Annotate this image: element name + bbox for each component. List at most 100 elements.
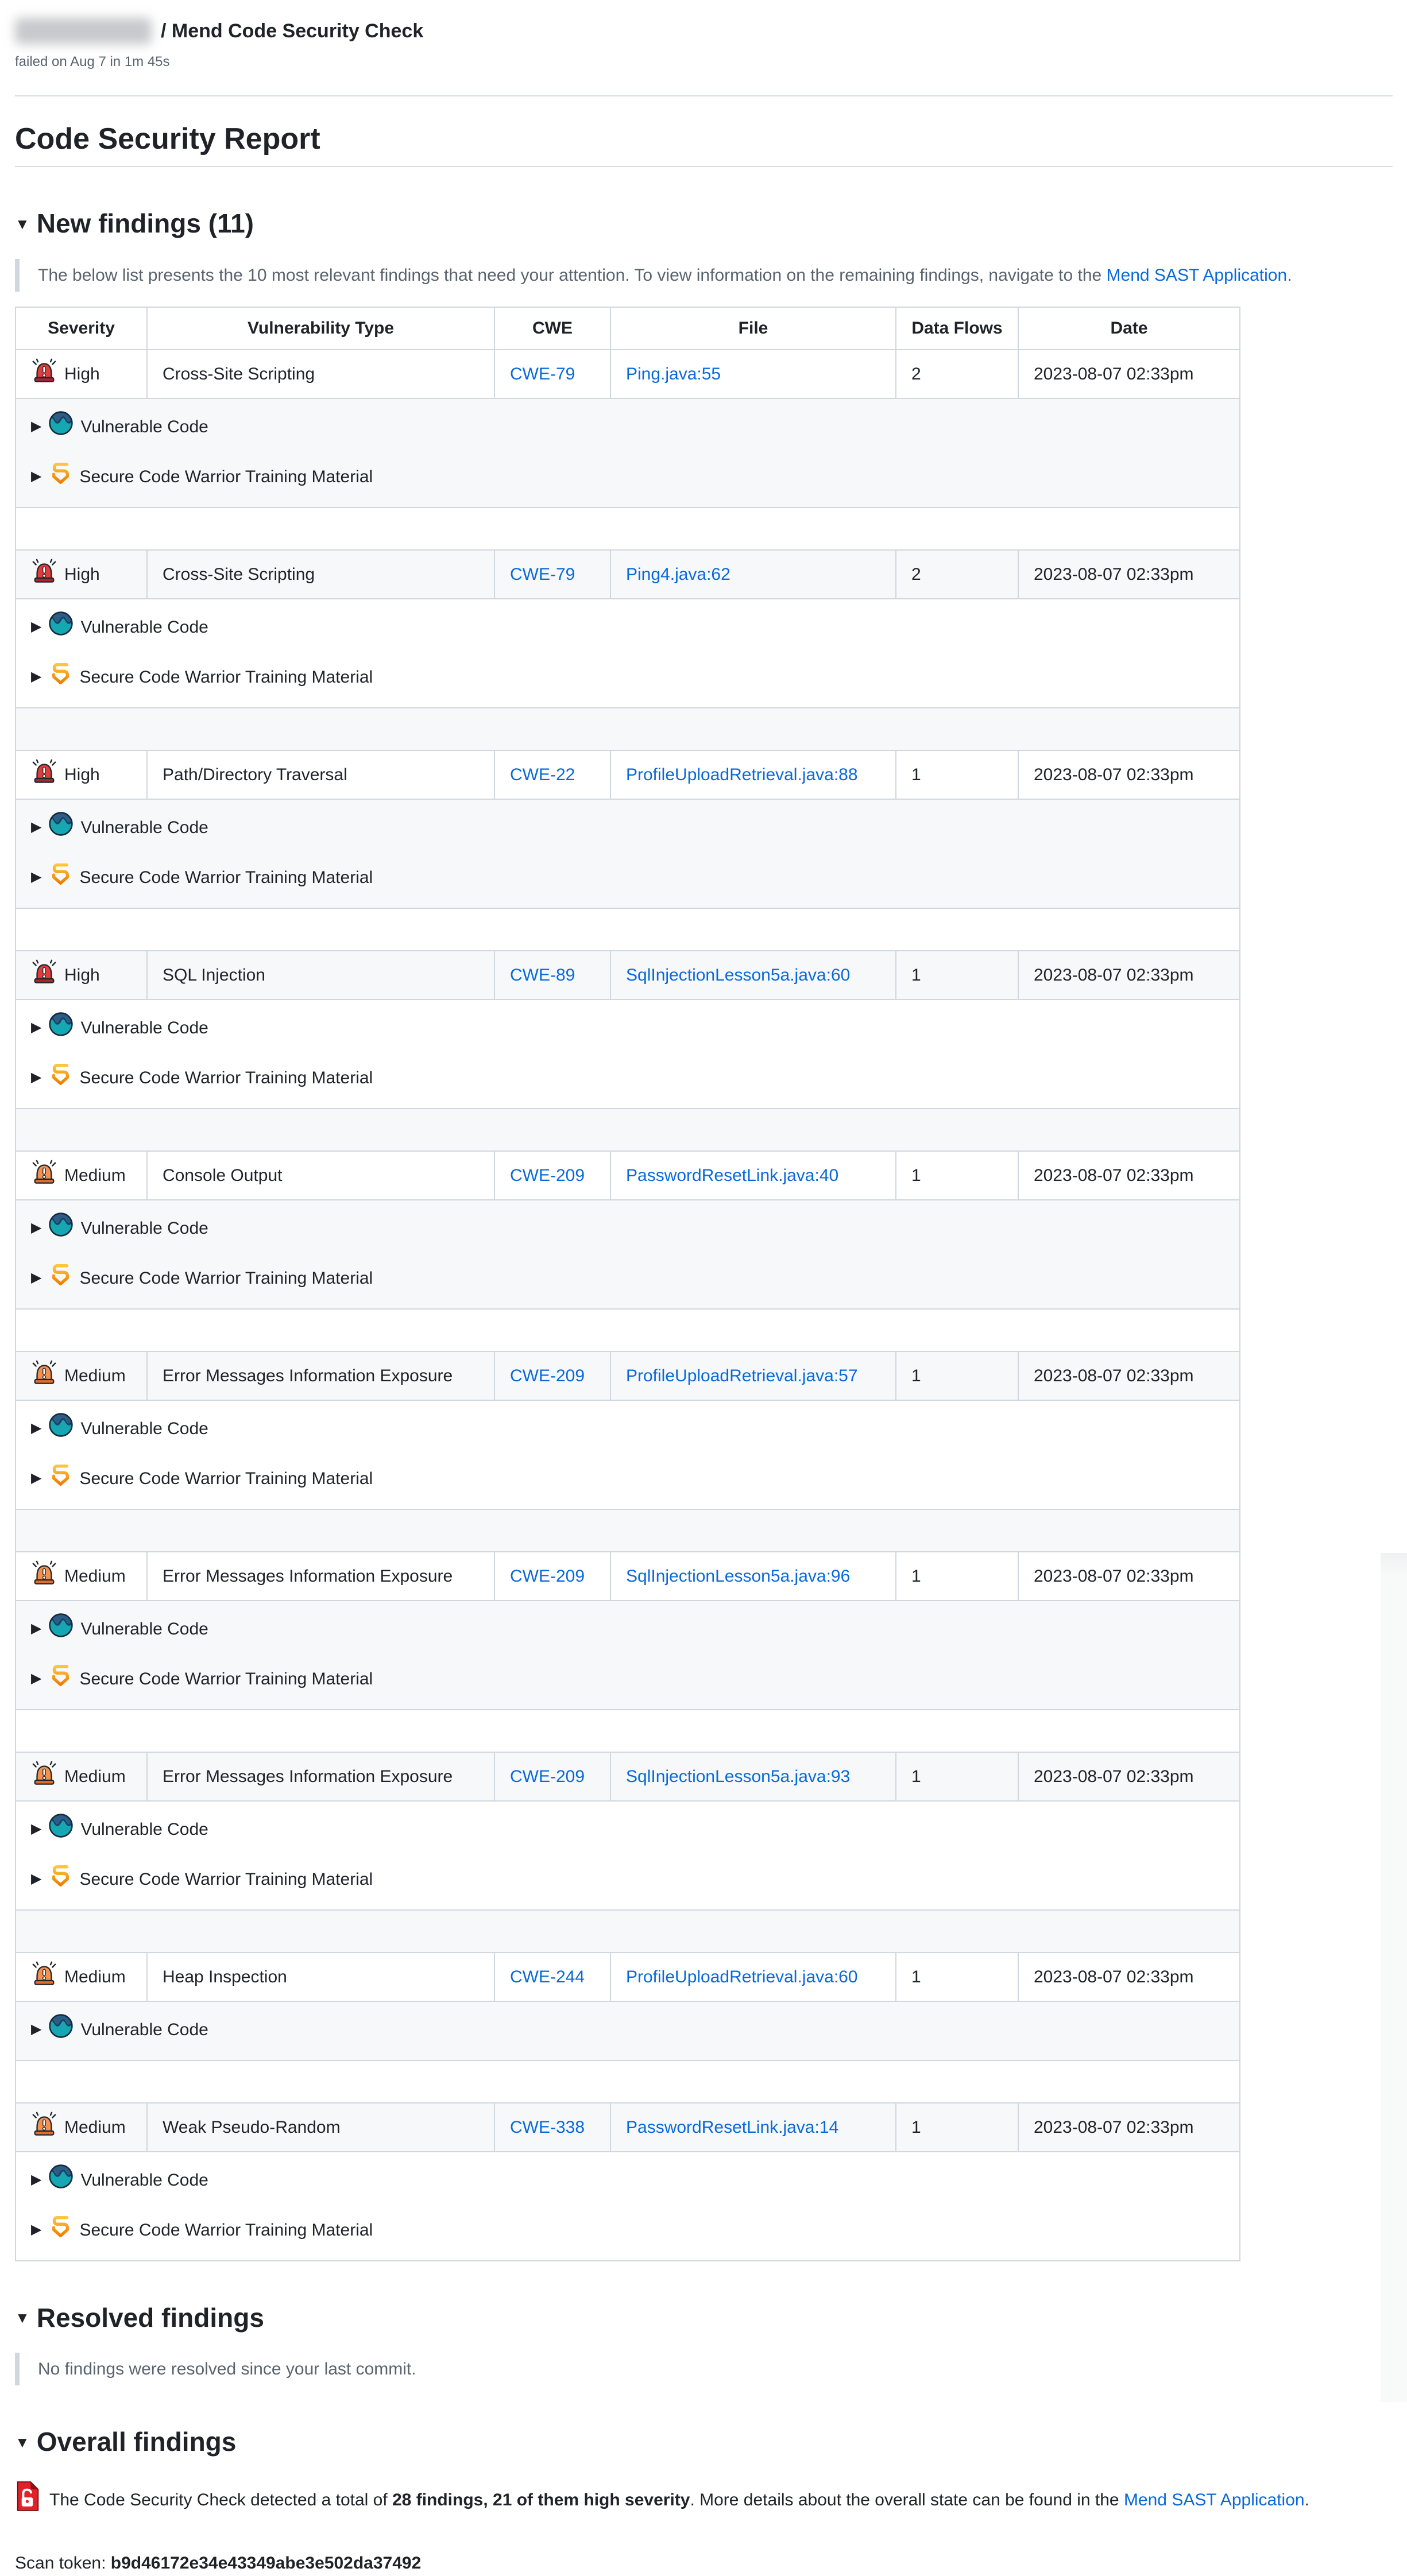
data-flows-cell: 1: [895, 1751, 1019, 1802]
file-link[interactable]: ProfileUploadRetrieval.java:60: [626, 1967, 858, 1986]
scrollbar-track[interactable]: [1381, 1553, 1407, 2402]
finding-details-row: ▶ Vulnerable Code ▶ Secure Code Warrior Tra…: [15, 397, 1240, 508]
file-link[interactable]: ProfileUploadRetrieval.java:88: [626, 765, 858, 784]
vulnerability-type-cell: Error Messages Information Exposure: [146, 1551, 495, 1601]
vulnerable-code-details: ▶ Vulnerable Code: [31, 410, 1224, 443]
cwe-link[interactable]: CWE-79: [510, 364, 575, 384]
vulnerable-code-summary[interactable]: ▶ Vulnerable Code: [31, 1212, 208, 1245]
secure-code-warrior-shield-icon: [48, 1262, 72, 1295]
vulnerable-code-details: ▶ Vulnerable Code: [31, 2164, 1224, 2197]
vulnerable-code-label: Vulnerable Code: [80, 2020, 208, 2039]
col-cwe: CWE: [494, 306, 611, 350]
cwe-link[interactable]: CWE-244: [510, 1967, 585, 1986]
secure-code-warrior-shield-icon: [48, 1062, 72, 1094]
mend-sast-link[interactable]: Mend SAST Application: [1123, 2490, 1305, 2509]
file-link[interactable]: Ping.java:55: [626, 364, 721, 384]
chevron-right-icon: ▶: [31, 2172, 42, 2187]
date-cell: 2023-08-07 02:33pm: [1018, 549, 1240, 599]
vulnerable-code-summary[interactable]: ▶ Vulnerable Code: [31, 611, 208, 644]
finding-details-cell: ▶ Vulnerable Code ▶ Secure Code Warrior Tra…: [15, 1800, 1240, 1911]
section-new-findings[interactable]: ▼ New findings (11): [15, 207, 254, 241]
finding-details-row: ▶ Vulnerable Code: [15, 2000, 1240, 2061]
vulnerable-code-summary[interactable]: ▶ Vulnerable Code: [31, 1012, 208, 1044]
cwe-cell: CWE-338: [494, 2102, 611, 2152]
file-link[interactable]: SqlInjectionLesson5a.java:93: [626, 1767, 851, 1786]
section-overall-findings[interactable]: ▼ Overall findings: [15, 2426, 236, 2459]
training-material-summary[interactable]: ▶ Secure Code Warrior Training Material: [31, 661, 373, 694]
file-link[interactable]: SqlInjectionLesson5a.java:60: [626, 965, 851, 985]
spacer-row: [15, 2059, 1240, 2104]
severity-label: High: [64, 364, 100, 384]
training-material-summary[interactable]: ▶ Secure Code Warrior Training Material: [31, 460, 373, 493]
training-material-summary[interactable]: ▶ Secure Code Warrior Training Material: [31, 1062, 373, 1094]
severity-label: High: [64, 965, 100, 985]
vulnerable-code-summary[interactable]: ▶ Vulnerable Code: [31, 2164, 208, 2197]
severity-label: Medium: [64, 2117, 126, 2137]
cwe-link[interactable]: CWE-209: [510, 1767, 585, 1786]
overall-period: .: [1304, 2490, 1309, 2509]
vulnerable-code-summary[interactable]: ▶ Vulnerable Code: [31, 1613, 208, 1645]
training-material-label: Secure Code Warrior Training Material: [79, 1669, 373, 1688]
training-material-summary[interactable]: ▶ Secure Code Warrior Training Material: [31, 1462, 373, 1495]
severity-cell: Medium: [15, 1951, 148, 2002]
vulnerable-code-details: ▶ Vulnerable Code: [31, 2013, 1224, 2046]
training-material-summary[interactable]: ▶ Secure Code Warrior Training Material: [31, 2214, 373, 2246]
chevron-right-icon: ▶: [31, 1270, 42, 1285]
vulnerability-type-cell: Error Messages Information Exposure: [146, 1350, 495, 1401]
data-flows-cell: 1: [895, 1350, 1019, 1401]
cwe-link[interactable]: CWE-209: [510, 1165, 585, 1185]
severity-cell: High: [15, 348, 148, 399]
vulnerable-code-summary[interactable]: ▶ Vulnerable Code: [31, 2013, 208, 2046]
file-link[interactable]: ProfileUploadRetrieval.java:57: [626, 1366, 858, 1385]
cwe-link[interactable]: CWE-22: [510, 765, 575, 784]
file-link[interactable]: Ping4.java:62: [626, 564, 730, 584]
cwe-link[interactable]: CWE-338: [510, 2117, 585, 2137]
date-cell: 2023-08-07 02:33pm: [1018, 1551, 1240, 1601]
severity-medium-siren-icon: [31, 1559, 57, 1593]
vulnerable-code-icon: [48, 1412, 74, 1445]
vulnerable-code-icon: [48, 611, 74, 644]
chevron-right-icon: ▶: [31, 1020, 42, 1035]
finding-details-cell: ▶ Vulnerable Code ▶ Secure Code Warrior Tra…: [15, 1599, 1240, 1710]
overall-prefix: The Code Security Check detected a total…: [49, 2490, 392, 2509]
cwe-link[interactable]: CWE-89: [510, 965, 575, 985]
spacer-row: [15, 1909, 1240, 1953]
vulnerability-type-cell: Heap Inspection: [146, 1951, 495, 2002]
section-resolved-findings-label: Resolved findings: [36, 2302, 264, 2333]
spacer-cell: [15, 1909, 1240, 1953]
vulnerable-code-summary[interactable]: ▶ Vulnerable Code: [31, 410, 208, 443]
finding-details-cell: ▶ Vulnerable Code ▶ Secure Code Warrior Tra…: [15, 598, 1240, 708]
file-link[interactable]: PasswordResetLink.java:14: [626, 2117, 839, 2137]
vulnerability-type-cell: Path/Directory Traversal: [146, 749, 495, 800]
training-material-summary[interactable]: ▶ Secure Code Warrior Training Material: [31, 1863, 373, 1896]
training-material-summary[interactable]: ▶ Secure Code Warrior Training Material: [31, 861, 373, 894]
cwe-link[interactable]: CWE-79: [510, 564, 575, 584]
overall-bold-stats: 28 findings, 21 of them high severity: [392, 2490, 690, 2509]
check-status: failed on Aug 7 in 1m 45s: [15, 54, 170, 69]
vulnerable-code-icon: [48, 811, 74, 844]
vulnerable-code-summary[interactable]: ▶ Vulnerable Code: [31, 1813, 208, 1846]
file-link[interactable]: PasswordResetLink.java:40: [626, 1165, 839, 1185]
training-material-details: ▶ Secure Code Warrior Training Material: [31, 1462, 1224, 1495]
secure-code-warrior-shield-icon: [48, 661, 72, 694]
chevron-right-icon: ▶: [31, 1070, 42, 1085]
training-material-label: Secure Code Warrior Training Material: [79, 867, 373, 887]
cwe-link[interactable]: CWE-209: [510, 1566, 585, 1586]
mend-sast-link[interactable]: Mend SAST Application: [1106, 265, 1288, 285]
training-material-summary[interactable]: ▶ Secure Code Warrior Training Material: [31, 1663, 373, 1695]
vulnerable-code-icon: [48, 2164, 74, 2197]
training-material-label: Secure Code Warrior Training Material: [79, 1869, 373, 1889]
col-data-flows: Data Flows: [895, 306, 1019, 350]
vulnerability-type-cell: Weak Pseudo-Random: [146, 2102, 495, 2152]
severity-label: Medium: [64, 1165, 126, 1185]
finding-details-row: ▶ Vulnerable Code ▶ Secure Code Warrior Tra…: [15, 798, 1240, 909]
training-material-summary[interactable]: ▶ Secure Code Warrior Training Material: [31, 1262, 373, 1295]
spacer-cell: [15, 2059, 1240, 2104]
chevron-right-icon: ▶: [31, 1671, 42, 1686]
vulnerable-code-summary[interactable]: ▶ Vulnerable Code: [31, 811, 208, 844]
vulnerable-code-summary[interactable]: ▶ Vulnerable Code: [31, 1412, 208, 1445]
cwe-link[interactable]: CWE-209: [510, 1366, 585, 1385]
section-resolved-findings[interactable]: ▼ Resolved findings: [15, 2302, 264, 2335]
file-link[interactable]: SqlInjectionLesson5a.java:96: [626, 1566, 851, 1586]
